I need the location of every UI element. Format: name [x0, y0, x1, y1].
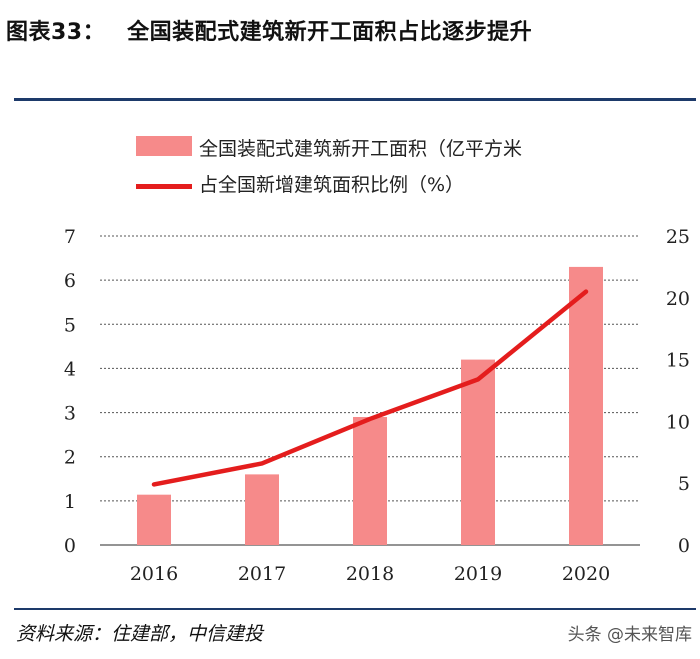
top-divider [14, 98, 696, 101]
y-right-tick: 10 [666, 411, 690, 433]
y-left-tick: 0 [64, 535, 76, 557]
x-tick: 2018 [346, 563, 394, 585]
bottom-divider [14, 608, 696, 610]
y-right-tick: 0 [678, 535, 690, 557]
x-tick: 2019 [454, 563, 502, 585]
figure-number: 图表33： [6, 20, 106, 45]
legend-label-ratio: 占全国新增建筑面积比例（%） [199, 174, 465, 196]
legend-line-swatch [136, 184, 192, 189]
y-right-tick: 25 [666, 226, 690, 248]
y-left-tick: 5 [64, 314, 76, 336]
figure-title: 全国装配式建筑新开工面积占比逐步提升 [127, 20, 533, 45]
bar-2017 [245, 474, 279, 545]
y-right-tick: 15 [666, 350, 690, 372]
legend-label-area: 全国装配式建筑新开工面积（亿平方米 [199, 138, 523, 160]
tick-layer: 0 1 2 3 4 5 6 7 0 5 10 15 20 25 2016 2017 2018 2019 2020 [64, 226, 690, 585]
bar-2019 [461, 359, 495, 545]
bar-2018 [353, 416, 387, 545]
x-tick: 2016 [130, 563, 178, 585]
chart-title: 图表33： 全国装配式建筑新开工面积占比逐步提升 [6, 14, 532, 46]
bar-2020 [569, 266, 603, 545]
y-left-tick: 4 [64, 358, 76, 380]
y-left-tick: 2 [64, 447, 76, 469]
y-left-tick: 3 [64, 403, 76, 425]
y-left-tick: 7 [64, 226, 76, 248]
x-tick: 2020 [562, 563, 610, 585]
line-layer [151, 289, 589, 487]
x-tick: 2017 [238, 563, 286, 585]
legend-bar-swatch [136, 136, 192, 156]
y-right-tick: 5 [678, 473, 690, 495]
y-right-tick: 20 [666, 288, 690, 310]
watermark: 头条 @未来智库 [567, 625, 692, 645]
y-left-tick: 1 [64, 491, 76, 513]
y-left-tick: 6 [64, 270, 76, 292]
bar-layer [137, 266, 603, 545]
source-note: 资料来源：住建部，中信建投 [16, 623, 264, 645]
bar-2016 [137, 494, 171, 545]
